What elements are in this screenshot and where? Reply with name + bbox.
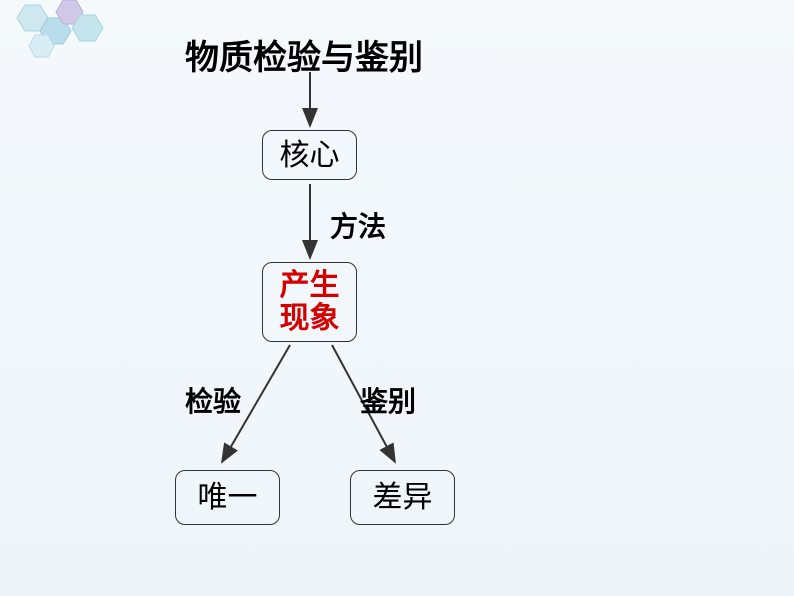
node-phenomenon: 产生 现象 (262, 262, 357, 342)
node-difference-text: 差异 (373, 481, 433, 514)
edge-label-distinguish: 鉴别 (360, 380, 416, 420)
page-title: 物质检验与鉴别 (185, 30, 423, 79)
node-core-text: 核心 (280, 139, 340, 172)
node-phenomenon-text: 产生 现象 (280, 269, 340, 335)
node-unique: 唯一 (175, 470, 280, 525)
edge-label-inspect: 检验 (185, 380, 241, 420)
node-unique-text: 唯一 (198, 481, 258, 514)
hex-decoration (0, 0, 120, 80)
node-core: 核心 (262, 130, 357, 180)
node-difference: 差异 (350, 470, 455, 525)
edge-label-method: 方法 (330, 205, 386, 245)
